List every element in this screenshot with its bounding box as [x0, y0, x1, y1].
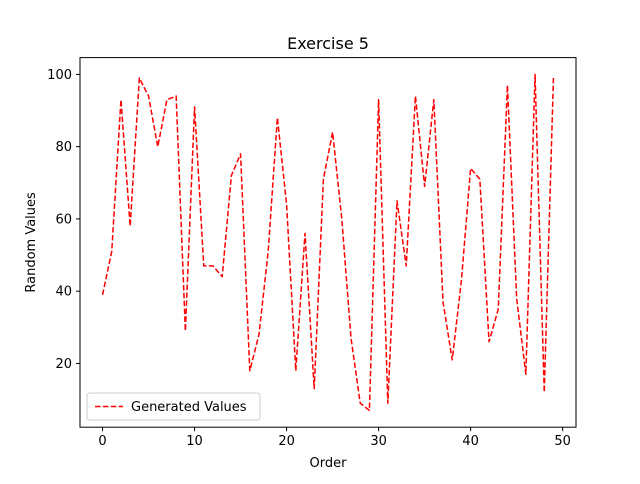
x-tick-label: 20 [278, 434, 295, 449]
legend: Generated Values [86, 392, 261, 421]
chart-title: Exercise 5 [287, 34, 369, 53]
x-axis: 0 10 20 30 40 50 [98, 427, 571, 449]
legend-label: Generated Values [131, 400, 247, 415]
x-tick-label: 40 [462, 434, 479, 449]
y-tick-label: 20 [55, 357, 72, 372]
y-tick-label: 40 [55, 285, 72, 300]
x-tick-label: 50 [554, 434, 571, 449]
y-tick-label: 100 [47, 68, 72, 83]
axes-frame [79, 57, 577, 428]
y-tick-label: 80 [55, 140, 72, 155]
x-tick-label: 30 [370, 434, 387, 449]
x-axis-label: Order [310, 456, 348, 471]
legend-box [86, 392, 261, 421]
series-line-0 [101, 73, 555, 412]
y-tick-label: 60 [55, 212, 72, 227]
x-tick-label: 0 [98, 434, 106, 449]
y-axis-label: Random Values [24, 192, 39, 293]
y-axis: 20 40 60 80 100 [47, 68, 80, 372]
x-tick-label: 10 [186, 434, 203, 449]
plot-area [101, 73, 555, 412]
